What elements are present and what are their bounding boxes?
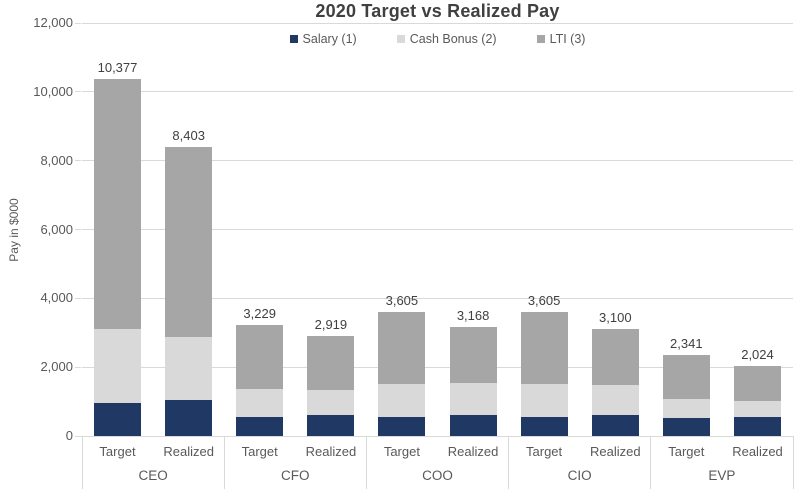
- bar-segment-cash_bonus-evp-realized: [734, 400, 781, 417]
- y-axis-tick: [75, 22, 81, 24]
- bar-segment-salary-cio-target: [520, 417, 568, 436]
- bar-segment-salary-cfo-target: [236, 417, 284, 436]
- bar-total-label: 2,919: [314, 316, 348, 332]
- category-separator: [365, 436, 367, 489]
- bar-total-label: 3,168: [456, 307, 490, 323]
- bar-segment-cash_bonus-cfo-realized: [307, 390, 355, 416]
- y-tick-label: 0: [65, 428, 73, 443]
- bar-total-label: 3,100: [599, 310, 632, 326]
- gridline: [82, 297, 793, 299]
- legend-item-lti: LTI (3): [536, 32, 586, 46]
- x-tick-label-realized: Realized: [732, 444, 783, 459]
- bar-segment-lti-cio-realized: [591, 329, 639, 385]
- bar-segment-cash_bonus-cfo-target: [236, 388, 284, 418]
- group-label-cio: CIO: [567, 468, 592, 483]
- gridline: [82, 22, 793, 24]
- legend-item-salary: Salary (1): [289, 32, 357, 46]
- x-tick-label-realized: Realized: [447, 444, 499, 459]
- x-tick-label-target: Target: [526, 444, 563, 459]
- bar-segment-cash_bonus-cio-target: [520, 384, 568, 418]
- bar-segment-lti-cfo-target: [236, 324, 284, 389]
- bar-segment-lti-coo-realized: [449, 326, 497, 383]
- chart-title: 2020 Target vs Realized Pay: [315, 1, 560, 21]
- legend-label: Cash Bonus (2): [409, 32, 497, 46]
- bar-total-label: 2,341: [670, 336, 703, 352]
- y-tick-label: 2,000: [40, 359, 73, 375]
- legend-item-cash_bonus: Cash Bonus (2): [396, 32, 497, 46]
- y-tick-label: 12,000: [33, 15, 73, 30]
- bar-segment-salary-cfo-realized: [307, 415, 355, 436]
- group-label-evp: EVP: [708, 468, 736, 483]
- bar-segment-cash_bonus-coo-realized: [449, 382, 497, 415]
- gridline: [82, 160, 793, 162]
- y-tick-label: 4,000: [40, 290, 73, 306]
- y-tick-label: 8,000: [40, 152, 73, 168]
- bar-segment-cash_bonus-cio-realized: [591, 384, 639, 416]
- bar-segment-lti-evp-target: [662, 355, 710, 399]
- x-axis-line: [75, 436, 793, 437]
- bar-total-label: 2,024: [741, 347, 774, 363]
- y-axis-tick: [75, 229, 81, 230]
- group-label-coo: COO: [422, 468, 453, 483]
- group-label-cfo: CFO: [281, 468, 310, 483]
- bar-segment-salary-ceo-realized: [165, 399, 213, 436]
- y-tick-label: 6,000: [40, 221, 73, 237]
- legend-label: Salary (1): [302, 32, 357, 46]
- bar-segment-lti-ceo-realized: [165, 146, 213, 338]
- x-tick-label-realized: Realized: [305, 444, 357, 459]
- bar-total-label: 3,229: [243, 305, 276, 321]
- bar-total-label: 8,403: [172, 127, 205, 143]
- bar-segment-cash_bonus-coo-target: [378, 384, 426, 418]
- lti-legend-swatch-icon: [536, 35, 545, 43]
- salary-legend-swatch-icon: [289, 35, 298, 43]
- x-tick-label-target: Target: [668, 444, 705, 459]
- bar-segment-salary-cio-realized: [591, 415, 639, 436]
- bar-segment-cash_bonus-evp-target: [662, 399, 710, 418]
- bar-segment-lti-cfo-realized: [307, 335, 355, 391]
- y-axis-tick: [75, 160, 81, 162]
- x-tick-label-realized: Realized: [590, 444, 641, 459]
- category-separator: [223, 436, 225, 489]
- bar-segment-lti-coo-target: [378, 311, 426, 385]
- x-tick-label-target: Target: [241, 444, 278, 459]
- x-tick-label-realized: Realized: [163, 444, 214, 459]
- y-axis-tick: [75, 297, 81, 299]
- category-separator: [650, 436, 652, 489]
- y-tick-label: 10,000: [33, 83, 73, 99]
- gridline: [82, 91, 793, 93]
- bar-segment-cash_bonus-ceo-target: [94, 329, 141, 404]
- category-separator: [81, 436, 83, 489]
- category-separator: [792, 436, 794, 489]
- gridline: [82, 229, 793, 230]
- gridline: [82, 366, 793, 368]
- group-label-ceo: CEO: [138, 468, 168, 483]
- cash_bonus-legend-swatch-icon: [396, 35, 405, 43]
- bar-total-label: 10,377: [97, 59, 138, 75]
- bar-segment-salary-coo-realized: [449, 414, 497, 436]
- bar-segment-lti-ceo-target: [94, 78, 141, 330]
- y-axis-tick: [75, 91, 81, 93]
- bar-segment-salary-evp-realized: [734, 416, 781, 436]
- bar-segment-lti-cio-target: [520, 311, 568, 385]
- bar-segment-salary-coo-target: [378, 417, 426, 436]
- bar-total-label: 3,605: [527, 292, 561, 308]
- bar-total-label: 3,605: [385, 292, 419, 308]
- bar-segment-salary-ceo-target: [94, 403, 141, 436]
- x-tick-label-target: Target: [99, 444, 136, 459]
- x-tick-label-target: Target: [383, 444, 420, 459]
- y-axis-tick: [75, 366, 81, 368]
- bar-segment-lti-evp-realized: [734, 366, 781, 401]
- bar-segment-cash_bonus-ceo-realized: [165, 337, 213, 400]
- category-separator: [508, 436, 510, 489]
- legend: Salary (1) Cash Bonus (2) LTI (3): [82, 31, 793, 47]
- bar-segment-salary-evp-target: [662, 417, 710, 436]
- legend-label: LTI (3): [549, 32, 586, 46]
